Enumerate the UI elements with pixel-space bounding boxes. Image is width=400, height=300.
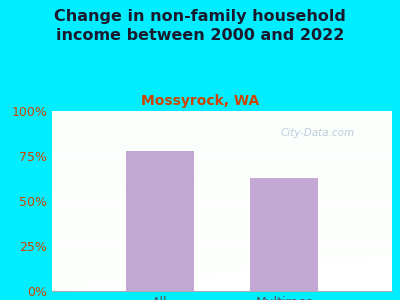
Text: City-Data.com: City-Data.com bbox=[280, 128, 354, 138]
Text: Mossyrock, WA: Mossyrock, WA bbox=[141, 94, 259, 109]
Bar bbox=[250, 178, 318, 291]
Bar bbox=[126, 151, 194, 291]
Text: Change in non-family household
income between 2000 and 2022: Change in non-family household income be… bbox=[54, 9, 346, 43]
